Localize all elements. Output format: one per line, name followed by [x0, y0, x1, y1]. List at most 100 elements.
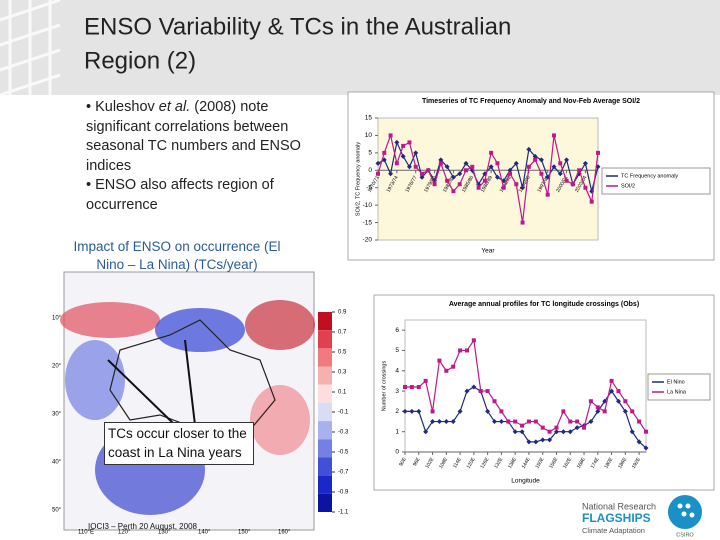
map	[60, 271, 315, 531]
colorbar-cell	[318, 312, 332, 331]
point	[375, 160, 381, 166]
point	[485, 389, 490, 394]
point	[443, 419, 449, 425]
point	[574, 425, 580, 431]
point	[622, 408, 628, 414]
lat-label: 10°	[52, 316, 62, 322]
point	[583, 185, 588, 190]
colorbar-cell	[318, 457, 332, 476]
caption: Impact of ENSO on occurrence (El Nino – …	[73, 239, 281, 272]
colorbar-label: 0.1	[338, 390, 347, 396]
point	[551, 164, 557, 170]
point	[616, 389, 621, 394]
bullet-list: • Kuleshov et al. (2008) note significan…	[86, 98, 326, 215]
plot-area	[404, 319, 647, 453]
point	[407, 140, 412, 145]
lat-label: 50°	[52, 508, 62, 514]
point	[623, 399, 628, 404]
colorbar-cell	[318, 384, 332, 403]
point	[464, 348, 469, 353]
point	[526, 439, 532, 445]
point	[532, 153, 538, 159]
point	[588, 419, 594, 425]
point	[423, 429, 429, 435]
y-tick-label: 6	[395, 327, 399, 334]
point	[643, 445, 649, 451]
point	[416, 385, 421, 390]
point	[478, 389, 483, 394]
point	[464, 388, 470, 394]
header-band	[0, 0, 720, 95]
lon-label: 160°	[278, 530, 291, 536]
point	[609, 388, 615, 394]
point	[526, 419, 531, 424]
x-tick-label: 114E	[452, 456, 463, 469]
point	[526, 164, 531, 169]
point	[602, 398, 608, 404]
bullet-text: et al.	[158, 99, 191, 115]
colorbar-cell	[318, 493, 332, 512]
point	[582, 160, 588, 166]
point	[520, 185, 526, 191]
x-tick-label: 108E	[438, 456, 449, 470]
point	[437, 358, 442, 363]
point	[513, 419, 518, 424]
point	[409, 385, 414, 390]
point	[406, 164, 412, 170]
y-tick-label: 15	[365, 115, 373, 122]
logo-org: CSIRO	[676, 532, 694, 538]
point	[432, 182, 437, 187]
colorbar-label: 0.7	[338, 330, 347, 336]
point	[376, 171, 380, 176]
colorbar-label: 0.3	[338, 370, 347, 376]
colorbar-cell	[318, 366, 332, 385]
colorbar-label: 0.5	[338, 350, 347, 356]
point	[444, 368, 449, 373]
point	[400, 153, 406, 159]
point	[553, 429, 559, 435]
footer: IOCI3 – Perth 20 August, 2008	[88, 522, 198, 531]
x-tick-label: 156E	[548, 456, 559, 470]
point	[426, 168, 431, 173]
colorbar-label: 0.9	[338, 310, 347, 316]
x-tick-label: 90E	[398, 456, 408, 467]
point	[570, 182, 575, 187]
point	[485, 408, 491, 414]
point	[419, 174, 425, 180]
colorbar-label: -1.1	[338, 510, 349, 516]
logo-mark	[668, 495, 702, 529]
point	[602, 409, 607, 414]
legend-label: La Nina	[667, 389, 687, 395]
point	[471, 338, 476, 343]
x-tick-label: 174E	[590, 456, 601, 470]
point	[512, 429, 518, 435]
bullet: • ENSO also affects region of occurrence	[86, 177, 274, 213]
point	[388, 133, 393, 138]
point	[595, 405, 600, 410]
point	[409, 408, 415, 414]
y-tick-label: 5	[368, 150, 372, 157]
point	[589, 199, 594, 204]
lon-label: 110°E	[78, 530, 94, 536]
lon-label: 130°	[158, 530, 171, 536]
logo-line: FLAGSHIPS	[582, 511, 651, 525]
title-line: Region (2)	[84, 47, 196, 74]
point	[430, 419, 436, 425]
point	[637, 419, 642, 424]
point	[463, 160, 469, 166]
point	[457, 171, 463, 177]
x-tick-label: 132E	[493, 456, 504, 470]
chart-title: Timeseries of TC Frequency Anomaly and N…	[422, 98, 640, 105]
point	[514, 182, 519, 187]
point	[416, 408, 422, 414]
point	[488, 164, 494, 170]
legend-label: TC Frequency anomaly	[621, 173, 678, 179]
y-tick-label: 4	[395, 367, 399, 374]
point	[630, 409, 635, 414]
title-line: ENSO Variability & TCs in the Australian	[84, 13, 511, 40]
colorbar-cell	[318, 475, 332, 494]
y-tick-label: -5	[366, 184, 372, 191]
point	[413, 164, 418, 169]
point	[564, 157, 570, 163]
